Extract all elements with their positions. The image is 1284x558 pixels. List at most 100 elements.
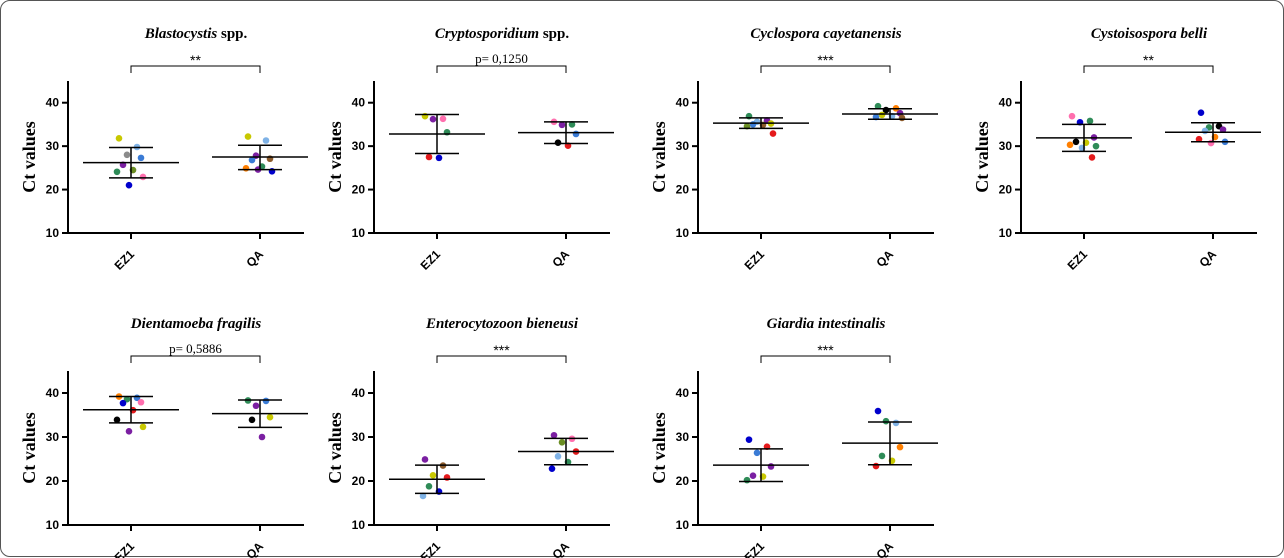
y-tick-label: 40 <box>352 96 366 110</box>
y-tick-label: 10 <box>676 518 690 532</box>
data-point <box>572 130 580 138</box>
x-tick-label: EZ1 <box>418 539 444 558</box>
panel-title: Blastocystis spp. <box>144 26 248 42</box>
y-axis-label: Ct values <box>19 121 39 193</box>
data-point <box>125 181 133 189</box>
data-point <box>874 102 882 110</box>
data-point <box>242 164 250 172</box>
data-point <box>419 492 427 500</box>
chart-panel-3: Cyclospora cayetanensis 10 20 30 40 Ct values… <box>649 26 938 273</box>
y-tick-label: 10 <box>352 226 366 240</box>
data-point <box>896 443 904 451</box>
data-point <box>745 436 753 443</box>
data-point <box>248 156 256 164</box>
y-axis-label: Ct values <box>649 121 669 193</box>
data-point <box>898 114 906 122</box>
y-axis-label: Ct values <box>19 412 39 484</box>
data-point <box>874 407 882 415</box>
chart-panel-5: Dientamoeba fragilis 10 20 30 40 Ct values EZ1… <box>19 316 308 558</box>
data-point <box>769 130 777 137</box>
data-point <box>435 154 443 162</box>
y-tick-label: 20 <box>352 474 366 488</box>
chart-panel-7: Giardia intestinalis 10 20 30 40 Ct values EZ1… <box>649 316 938 558</box>
y-tick-label: 20 <box>676 474 690 488</box>
y-tick-label: 30 <box>352 139 366 153</box>
data-point <box>421 456 429 463</box>
significance-label: *** <box>817 52 834 68</box>
y-tick-label: 10 <box>352 518 366 532</box>
data-point <box>1195 135 1203 143</box>
significance-bracket <box>1083 65 1214 73</box>
y-tick-label: 40 <box>46 96 60 110</box>
significance-bracket <box>436 65 567 73</box>
significance-label: ** <box>1143 52 1154 68</box>
data-point <box>113 168 121 176</box>
x-tick-label: EZ1 <box>112 539 138 558</box>
data-point <box>262 397 270 405</box>
chart-panel-1: Blastocystis spp. 10 20 30 40 Ct values EZ1 QA *… <box>19 26 308 273</box>
y-tick-label: 20 <box>676 183 690 197</box>
y-axis-label: Ct values <box>972 121 992 193</box>
panel-title: Enterocytozoon bieneusi <box>425 316 579 332</box>
y-tick-label: 20 <box>352 183 366 197</box>
data-point <box>749 121 757 128</box>
y-tick-label: 30 <box>46 139 60 153</box>
significance-label: *** <box>493 342 510 358</box>
significance-bracket <box>130 65 261 73</box>
data-point <box>123 151 131 159</box>
data-point <box>244 133 252 140</box>
panel-title: Cystoisospora belli <box>1091 26 1208 42</box>
data-point <box>554 453 562 460</box>
data-point <box>137 154 145 162</box>
data-point <box>125 427 133 435</box>
chart-panel-4: Cystoisospora belli 10 20 30 40 Ct values EZ1 Q… <box>972 26 1261 273</box>
significance-label: *** <box>817 342 834 358</box>
data-point <box>882 417 890 425</box>
x-tick-label: QA <box>873 247 896 270</box>
y-axis-label: Ct values <box>325 121 345 193</box>
data-point <box>1197 109 1205 117</box>
data-point <box>558 121 566 129</box>
x-tick-label: QA <box>1196 247 1219 270</box>
y-tick-label: 10 <box>676 226 690 240</box>
x-tick-label: EZ1 <box>1065 247 1091 273</box>
y-tick-label: 40 <box>676 386 690 400</box>
data-point <box>266 413 274 421</box>
panel-title: Cryptosporidium spp. <box>435 26 569 42</box>
data-point <box>1066 141 1074 149</box>
x-tick-label: EZ1 <box>418 247 444 273</box>
data-point <box>558 438 566 446</box>
y-tick-label: 30 <box>676 430 690 444</box>
y-tick-label: 40 <box>46 386 60 400</box>
data-point <box>1088 154 1096 161</box>
y-axis-label: Ct values <box>649 412 669 484</box>
data-point <box>1086 117 1094 125</box>
data-point <box>892 419 900 427</box>
data-point <box>137 398 145 406</box>
data-point <box>1201 127 1209 135</box>
y-tick-label: 30 <box>999 139 1013 153</box>
x-tick-label: EZ1 <box>112 247 138 273</box>
x-tick-label: QA <box>873 539 896 558</box>
data-point <box>1092 142 1100 150</box>
data-point <box>429 115 437 123</box>
data-point <box>113 416 121 424</box>
data-point <box>252 402 260 410</box>
data-point <box>749 472 757 480</box>
data-point <box>1219 126 1227 133</box>
data-point <box>248 416 256 424</box>
significance-bracket <box>130 355 261 363</box>
data-point <box>262 137 270 144</box>
y-tick-label: 30 <box>352 430 366 444</box>
data-point <box>554 139 562 146</box>
significance-bracket <box>760 65 891 73</box>
data-point <box>258 433 266 441</box>
y-tick-label: 40 <box>352 386 366 400</box>
data-point <box>568 121 576 128</box>
data-point <box>115 135 123 142</box>
y-tick-label: 20 <box>999 183 1013 197</box>
chart-panel-2: Cryptosporidium spp. 10 20 30 40 Ct values EZ1… <box>325 26 614 273</box>
data-point <box>548 465 556 472</box>
